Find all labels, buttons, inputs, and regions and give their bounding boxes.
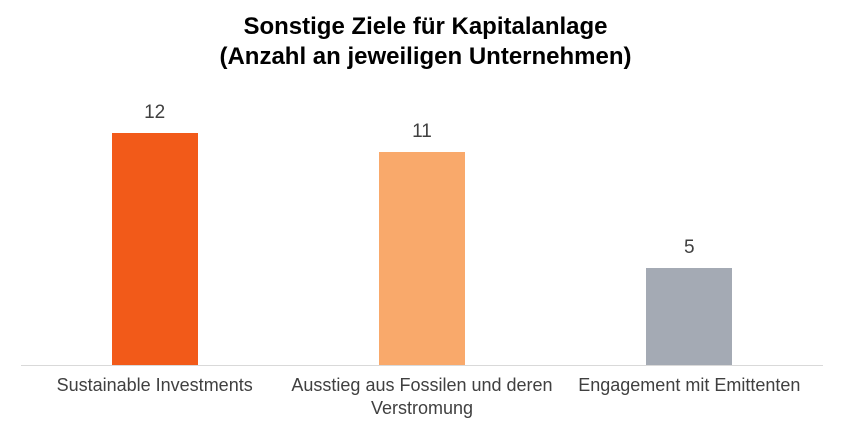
bar-value-label: 5 [684, 237, 695, 259]
category-axis-labels: Sustainable Investments Ausstieg aus Fos… [21, 374, 823, 420]
x-axis-line [21, 365, 823, 366]
chart-title-line1: Sonstige Ziele für Kapitalanlage [243, 13, 608, 40]
bar-value-label: 11 [412, 121, 432, 143]
category-label-engagement-emittenten: Engagement mit Emittenten [578, 375, 801, 395]
bar-sustainable-investments [111, 133, 198, 365]
chart-title-line2: (Anzahl an jeweiligen Unternehmen) [219, 43, 632, 70]
bar-value-label: 12 [144, 102, 166, 124]
bar-group-ausstieg-fossile: 11 [288, 120, 555, 365]
bars-row: 12 11 5 [21, 0, 823, 365]
bar-group-engagement-emittenten: 5 [556, 236, 823, 365]
bar-group-sustainable-investments: 12 [21, 101, 288, 365]
category-label-ausstieg-fossile: Ausstieg aus Fossilen und deren Verstrom… [291, 375, 553, 418]
bar-ausstieg-fossile [378, 152, 465, 365]
chart-title: Sonstige Ziele für Kapitalanlage (Anzahl… [0, 12, 851, 72]
bar-engagement-emittenten [646, 268, 733, 365]
category-label-sustainable-investments: Sustainable Investments [56, 375, 253, 395]
plot-area: 12 11 5 [21, 0, 823, 365]
